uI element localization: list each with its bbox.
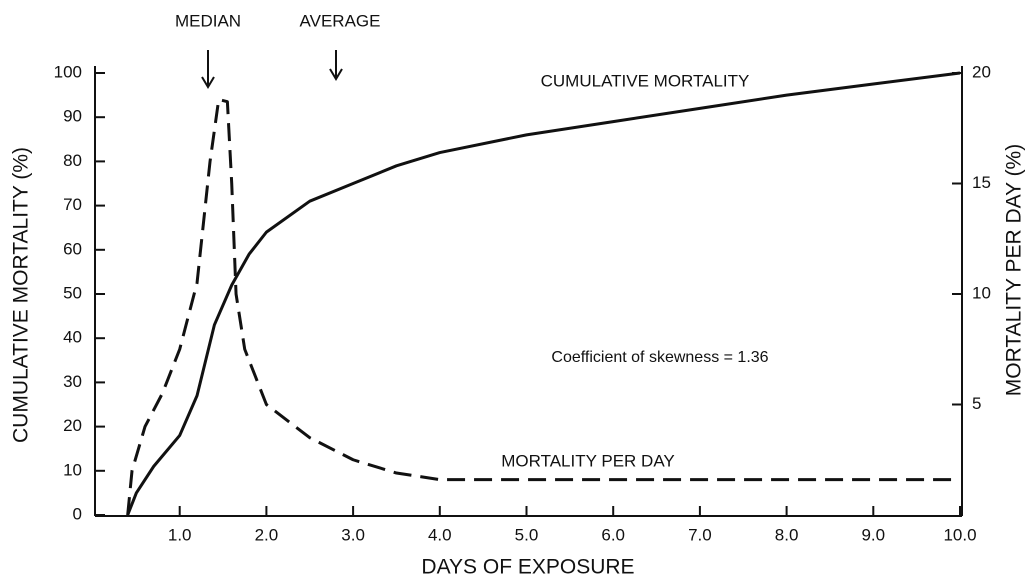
y-tick-label: 90 [63, 107, 82, 126]
x-tick-label: 10.0 [943, 525, 976, 544]
y2-tick-label: 20 [972, 62, 991, 81]
y2-tick-label: 15 [972, 173, 991, 192]
series-line [126, 98, 960, 516]
median-label: MEDIAN [175, 11, 241, 30]
skewness-note: Coefficient of skewness = 1.36 [551, 349, 768, 366]
average-arrow [329, 50, 343, 81]
y-tick-label: 10 [63, 460, 82, 479]
x-tick-label: 7.0 [688, 525, 712, 544]
y-tick-label: 40 [63, 328, 82, 347]
x-tick-label: 9.0 [861, 525, 885, 544]
x-axis-label: DAYS OF EXPOSURE [421, 556, 634, 579]
y2-tick-label: 5 [972, 394, 981, 413]
y-tick-label: 50 [63, 283, 82, 302]
y-tick-label: 80 [63, 151, 82, 170]
average-label: AVERAGE [300, 11, 381, 30]
x-tick-label: 5.0 [515, 525, 539, 544]
y-tick-label: 20 [63, 416, 82, 435]
y-axis-label: CUMULATIVE MORTALITY (%) [10, 147, 33, 443]
x-tick-label: 8.0 [775, 525, 799, 544]
y-tick-label: 0 [73, 504, 82, 523]
y-tick-label: 30 [63, 372, 82, 391]
y2-axis-label: MORTALITY PER DAY (%) [1003, 144, 1026, 396]
y-tick-label: 70 [63, 195, 82, 214]
median-arrow [201, 50, 215, 89]
series-label: CUMULATIVE MORTALITY [541, 71, 750, 90]
x-tick-label: 6.0 [601, 525, 625, 544]
y-tick-label: 100 [54, 62, 82, 81]
x-tick-label: 2.0 [255, 525, 279, 544]
series-label: MORTALITY PER DAY [501, 451, 675, 470]
y-tick-label: 60 [63, 239, 82, 258]
x-tick-label: 4.0 [428, 525, 452, 544]
series-line [126, 71, 961, 516]
x-tick-label: 1.0 [168, 525, 192, 544]
y2-tick-label: 10 [972, 283, 991, 302]
x-tick-label: 3.0 [341, 525, 365, 544]
